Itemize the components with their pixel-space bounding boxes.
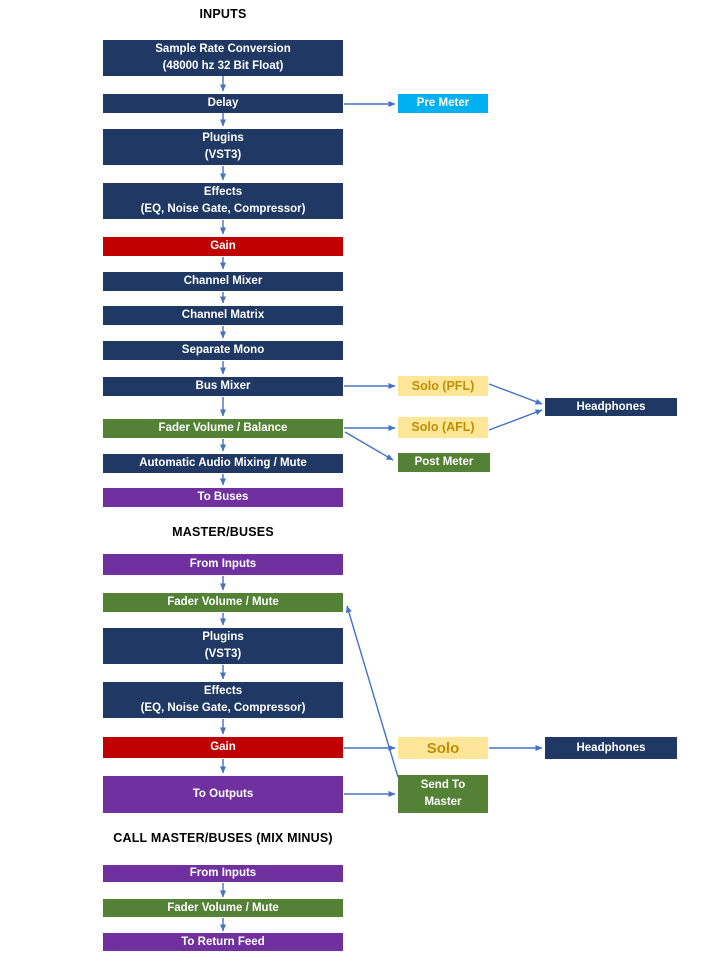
node-headphones-master: Headphones: [545, 737, 677, 759]
node-label: Separate Mono: [181, 344, 265, 356]
node-delay: Delay: [103, 94, 343, 113]
node-fader-volume-balance: Fader Volume / Balance: [103, 419, 343, 438]
section-heading-inputs: INPUTS: [199, 7, 247, 21]
node-label: Channel Matrix: [181, 309, 265, 321]
node-sublabel: (VST3): [204, 648, 242, 660]
node-solo-afl: Solo (AFL): [398, 417, 488, 438]
node-label: Effects: [203, 685, 243, 697]
section-heading-master-buses: MASTER/BUSES: [172, 525, 274, 539]
node-solo-master: Solo: [398, 737, 488, 759]
node-label: From Inputs: [189, 558, 257, 570]
arrow-solo-pfl-to-headphones: [488, 383, 543, 405]
node-from-inputs-master: From Inputs: [103, 554, 343, 575]
node-label: Channel Mixer: [183, 275, 263, 287]
node-label: Effects: [203, 186, 243, 198]
node-label: Fader Volume / Mute: [167, 596, 279, 608]
node-label: Solo (PFL): [411, 378, 475, 393]
node-label: Send To: [420, 779, 466, 791]
node-separate-mono: Separate Mono: [103, 341, 343, 360]
node-label: Delay: [207, 97, 239, 109]
node-label: Fader Volume / Balance: [158, 422, 288, 434]
node-to-buses: To Buses: [103, 488, 343, 507]
node-label: To Buses: [197, 491, 249, 503]
node-from-inputs-call: From Inputs: [103, 865, 343, 882]
node-to-outputs: To Outputs: [103, 776, 343, 813]
node-send-to-master: Send To Master: [398, 775, 488, 813]
node-label: From Inputs: [189, 867, 257, 879]
node-sublabel: (EQ, Noise Gate, Compressor): [140, 702, 306, 714]
node-effects-inputs: Effects (EQ, Noise Gate, Compressor): [103, 183, 343, 219]
node-label: Headphones: [576, 400, 646, 413]
node-fader-volume-mute-master: Fader Volume / Mute: [103, 593, 343, 612]
node-automatic-audio-mixing-mute: Automatic Audio Mixing / Mute: [103, 454, 343, 473]
node-headphones-inputs: Headphones: [545, 398, 677, 416]
node-gain-inputs: Gain: [103, 237, 343, 256]
node-channel-mixer: Channel Mixer: [103, 272, 343, 291]
node-pre-meter: Pre Meter: [398, 94, 488, 113]
node-sublabel: (EQ, Noise Gate, Compressor): [140, 203, 306, 215]
node-label: Plugins: [202, 132, 244, 144]
node-sublabel: Master: [424, 796, 462, 808]
node-bus-mixer: Bus Mixer: [103, 377, 343, 396]
node-label: Sample Rate Conversion: [155, 43, 291, 55]
node-label: Plugins: [202, 631, 244, 643]
section-heading-call-master-buses: CALL MASTER/BUSES (MIX MINUS): [113, 831, 333, 845]
node-label: Post Meter: [414, 456, 474, 468]
node-label: Solo: [426, 739, 460, 757]
arrow-send-to-master-to-fader-master: [345, 605, 399, 778]
node-sublabel: (48000 hz 32 Bit Float): [162, 60, 284, 72]
node-label: Fader Volume / Mute: [167, 901, 279, 914]
node-fader-volume-mute-call: Fader Volume / Mute: [103, 899, 343, 917]
node-post-meter: Post Meter: [398, 453, 490, 472]
node-solo-pfl: Solo (PFL): [398, 376, 488, 396]
node-label: Pre Meter: [416, 97, 470, 109]
arrow-solo-afl-to-headphones: [488, 409, 543, 431]
node-sublabel: (VST3): [204, 149, 242, 161]
node-label: To Return Feed: [181, 935, 265, 948]
node-label: To Outputs: [192, 788, 254, 800]
node-plugins-inputs: Plugins (VST3): [103, 129, 343, 165]
node-effects-master: Effects (EQ, Noise Gate, Compressor): [103, 682, 343, 718]
node-label: Automatic Audio Mixing / Mute: [139, 457, 307, 469]
node-sample-rate-conversion: Sample Rate Conversion (48000 hz 32 Bit …: [103, 40, 343, 76]
node-label: Bus Mixer: [195, 380, 251, 392]
node-to-return-feed: To Return Feed: [103, 933, 343, 951]
node-label: Gain: [210, 741, 236, 753]
node-label: Gain: [210, 240, 236, 252]
node-gain-master: Gain: [103, 737, 343, 758]
arrow-fader-to-post-meter: [344, 431, 394, 461]
node-plugins-master: Plugins (VST3): [103, 628, 343, 664]
node-channel-matrix: Channel Matrix: [103, 306, 343, 325]
node-label: Solo (AFL): [411, 420, 475, 434]
node-label: Headphones: [576, 741, 646, 754]
